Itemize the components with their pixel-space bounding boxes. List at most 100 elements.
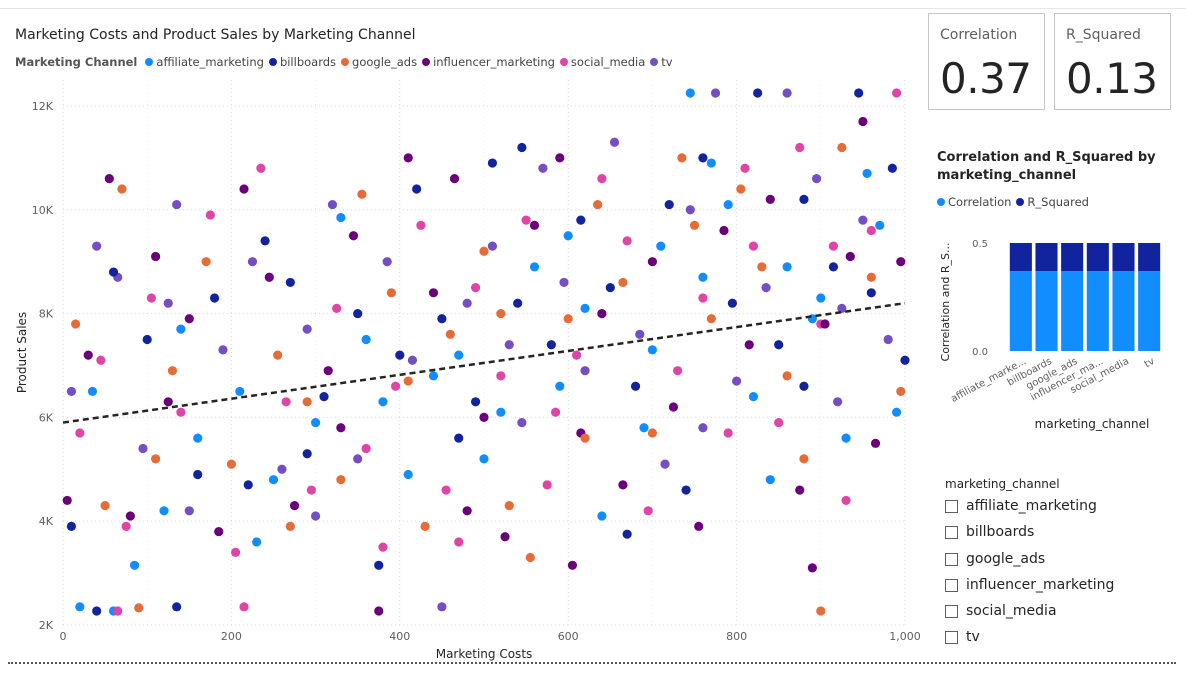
data-point-influencer-marketing[interactable] [647,257,658,267]
data-point-billboards[interactable] [799,381,809,391]
data-point-social-media[interactable] [698,293,708,303]
data-point-tv[interactable] [218,345,228,355]
bar-correlation[interactable] [1009,271,1032,351]
data-point-billboards[interactable] [66,521,77,531]
data-point-influencer-marketing[interactable] [845,251,855,262]
data-point-affiliate-marketing[interactable] [647,345,658,355]
data-point-social-media[interactable] [256,163,266,173]
data-point-influencer-marketing[interactable] [807,563,817,573]
data-point-tv[interactable] [163,298,173,308]
data-point-affiliate-marketing[interactable] [176,324,186,334]
data-point-affiliate-marketing[interactable] [841,433,851,443]
data-point-google-ads[interactable] [866,272,876,282]
bar-correlation[interactable] [1061,271,1084,351]
data-point-affiliate-marketing[interactable] [235,386,245,397]
data-point-influencer-marketing[interactable] [163,397,173,407]
data-point-social-media[interactable] [332,303,342,313]
data-point-tv[interactable] [247,257,258,267]
data-point-tv[interactable] [559,277,569,288]
data-point-influencer-marketing[interactable] [264,272,274,282]
data-point-affiliate-marketing[interactable] [891,407,902,417]
data-point-google-ads[interactable] [593,199,603,210]
slicer-item-google-ads[interactable]: google_ads [945,549,1045,569]
bar-r-squared[interactable] [1035,243,1058,272]
data-point-tv[interactable] [462,298,472,308]
data-point-billboards[interactable] [454,433,464,443]
data-point-google-ads[interactable] [816,606,826,616]
data-point-social-media[interactable] [121,521,131,531]
data-point-tv[interactable] [277,464,287,474]
data-point-affiliate-marketing[interactable] [87,386,98,397]
data-point-tv[interactable] [517,417,527,428]
data-point-influencer-marketing[interactable] [289,501,300,511]
data-point-social-media[interactable] [550,407,561,417]
data-point-billboards[interactable] [172,602,182,612]
r-squared-card[interactable]: R_Squared 0.13 [1054,13,1171,110]
legend-item-tv[interactable]: tv [650,55,673,69]
data-point-social-media[interactable] [866,225,876,236]
data-point-affiliate-marketing[interactable] [268,475,279,485]
data-point-social-media[interactable] [361,443,371,454]
checkbox[interactable] [945,630,958,644]
data-point-influencer-marketing[interactable] [104,174,114,184]
data-point-social-media[interactable] [748,241,759,251]
data-point-social-media[interactable] [723,428,733,438]
data-point-tv[interactable] [660,459,670,469]
data-point-influencer-marketing[interactable] [125,511,135,521]
checkbox[interactable] [945,604,958,618]
data-point-tv[interactable] [538,163,548,173]
data-point-social-media[interactable] [470,283,481,293]
data-point-social-media[interactable] [378,542,388,552]
data-point-influencer-marketing[interactable] [239,184,249,194]
data-point-billboards[interactable] [374,560,384,570]
data-point-social-media[interactable] [231,547,241,557]
data-point-social-media[interactable] [75,428,85,438]
bar-r-squared[interactable] [1086,243,1109,272]
data-point-affiliate-marketing[interactable] [311,417,321,428]
data-point-google-ads[interactable] [563,314,573,324]
legend-item-social-media[interactable]: social_media [559,55,645,69]
data-point-billboards[interactable] [395,350,405,360]
data-point-influencer-marketing[interactable] [597,308,607,319]
data-point-affiliate-marketing[interactable] [479,454,489,464]
data-point-billboards[interactable] [698,153,708,163]
data-point-influencer-marketing[interactable] [83,350,93,360]
data-point-billboards[interactable] [727,298,737,308]
data-point-google-ads[interactable] [504,501,514,511]
data-point-influencer-marketing[interactable] [151,251,161,262]
data-point-google-ads[interactable] [647,428,658,438]
data-point-google-ads[interactable] [386,288,396,298]
data-point-google-ads[interactable] [201,257,211,267]
data-point-billboards[interactable] [681,485,691,495]
data-point-billboards[interactable] [887,163,897,173]
data-point-google-ads[interactable] [403,376,413,386]
data-point-billboards[interactable] [854,88,864,98]
data-point-influencer-marketing[interactable] [336,423,346,433]
data-point-tv[interactable] [138,443,148,454]
slicer-item-influencer-marketing[interactable]: influencer_marketing [945,575,1114,595]
data-point-affiliate-marketing[interactable] [656,241,666,251]
data-point-tv[interactable] [353,454,363,464]
data-point-google-ads[interactable] [100,501,110,511]
data-point-billboards[interactable] [302,449,312,459]
data-point-tv[interactable] [635,329,645,339]
data-point-google-ads[interactable] [479,246,489,256]
data-point-billboards[interactable] [517,142,527,153]
data-point-affiliate-marketing[interactable] [529,262,540,272]
data-point-affiliate-marketing[interactable] [336,212,346,223]
slicer-item-affiliate-marketing[interactable]: affiliate_marketing [945,496,1097,516]
data-point-influencer-marketing[interactable] [449,174,460,184]
data-point-affiliate-marketing[interactable] [252,537,262,547]
data-point-affiliate-marketing[interactable] [723,199,733,210]
data-point-tv[interactable] [487,241,498,251]
legend-item-billboards[interactable]: billboards [268,55,336,69]
data-point-billboards[interactable] [412,184,422,194]
data-point-social-media[interactable] [416,220,426,230]
data-point-tv[interactable] [504,340,514,350]
data-point-billboards[interactable] [774,340,784,350]
data-point-social-media[interactable] [891,88,902,98]
data-point-tv[interactable] [437,602,447,612]
bar-r-squared[interactable] [1061,243,1084,272]
data-point-social-media[interactable] [239,602,249,612]
data-point-tv[interactable] [382,257,392,267]
